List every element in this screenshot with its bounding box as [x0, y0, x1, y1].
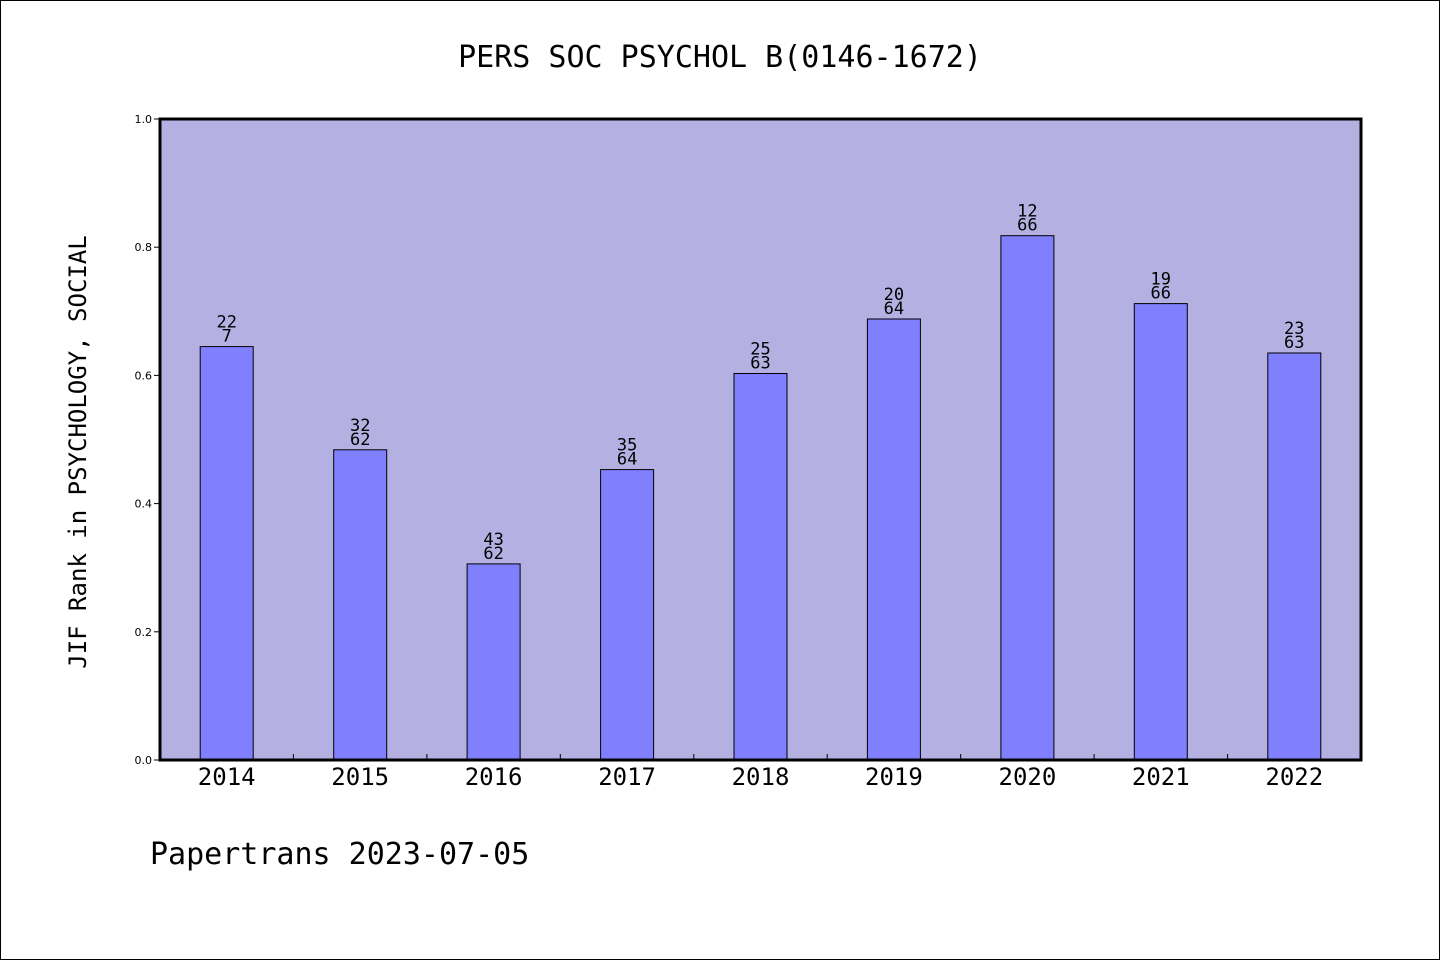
bar-total-label: 66	[1151, 284, 1171, 304]
y-tick-label: 0.6	[135, 369, 153, 382]
ticks-layer: 2014 2015 2016 2017 2018 2019 2020 2021 20220.00…	[135, 113, 1324, 791]
bar-2016	[466, 563, 521, 761]
bar-2018	[733, 373, 788, 761]
y-tick-label: 0.0	[135, 754, 153, 767]
x-tick-label: 2015	[331, 763, 389, 791]
bar-rank-label: 32	[350, 416, 370, 436]
bar-total-label: 66	[1017, 216, 1037, 236]
bar-total-label: 62	[483, 544, 503, 564]
bar-2022	[1267, 352, 1322, 761]
x-tick-label: 2016	[465, 763, 523, 791]
x-tick-label: 2022	[1265, 763, 1323, 791]
x-tick-label: 2018	[732, 763, 790, 791]
bar-rank-label: 25	[750, 340, 770, 360]
bar-rank-label: 20	[884, 285, 904, 305]
y-tick-label: 1.0	[135, 113, 153, 126]
footer-caption: Papertrans 2023-07-05	[150, 837, 529, 872]
y-axis-label: JIF Rank in PSYCHOLOGY, SOCIAL	[64, 235, 92, 668]
bar-rank-label: 35	[617, 436, 637, 456]
bar-total-label: 62	[350, 430, 370, 450]
bar-total-label: 7	[222, 327, 232, 347]
bar-total-label: 63	[1284, 333, 1304, 353]
x-tick-label: 2021	[1132, 763, 1190, 791]
bar-rank-label: 19	[1151, 270, 1171, 290]
x-tick-label: 2017	[598, 763, 656, 791]
bar-rank-label: 23	[1284, 319, 1304, 339]
bar-rank-label: 12	[1017, 202, 1037, 222]
chart-title: PERS SOC PSYCHOL B(0146-1672)	[458, 40, 982, 75]
bar-2014	[199, 346, 254, 761]
y-tick-label: 0.4	[135, 498, 153, 511]
x-tick-label: 2019	[865, 763, 923, 791]
bar-2021	[1133, 303, 1188, 761]
bar-total-label: 63	[750, 354, 770, 374]
bar-total-label: 64	[617, 450, 637, 470]
bar-rank-label: 43	[483, 530, 503, 550]
bar-rank-label: 22	[216, 313, 236, 333]
plot-border	[158, 117, 1363, 762]
bar-2015	[333, 449, 388, 761]
y-tick-label: 0.8	[135, 241, 153, 254]
bar-2019	[866, 318, 921, 761]
x-tick-label: 2020	[999, 763, 1057, 791]
bar-2017	[600, 469, 655, 761]
y-tick-label: 0.2	[135, 626, 153, 639]
x-tick-label: 2014	[198, 763, 256, 791]
bar-total-label: 64	[884, 299, 904, 319]
bar-2020	[1000, 235, 1055, 761]
